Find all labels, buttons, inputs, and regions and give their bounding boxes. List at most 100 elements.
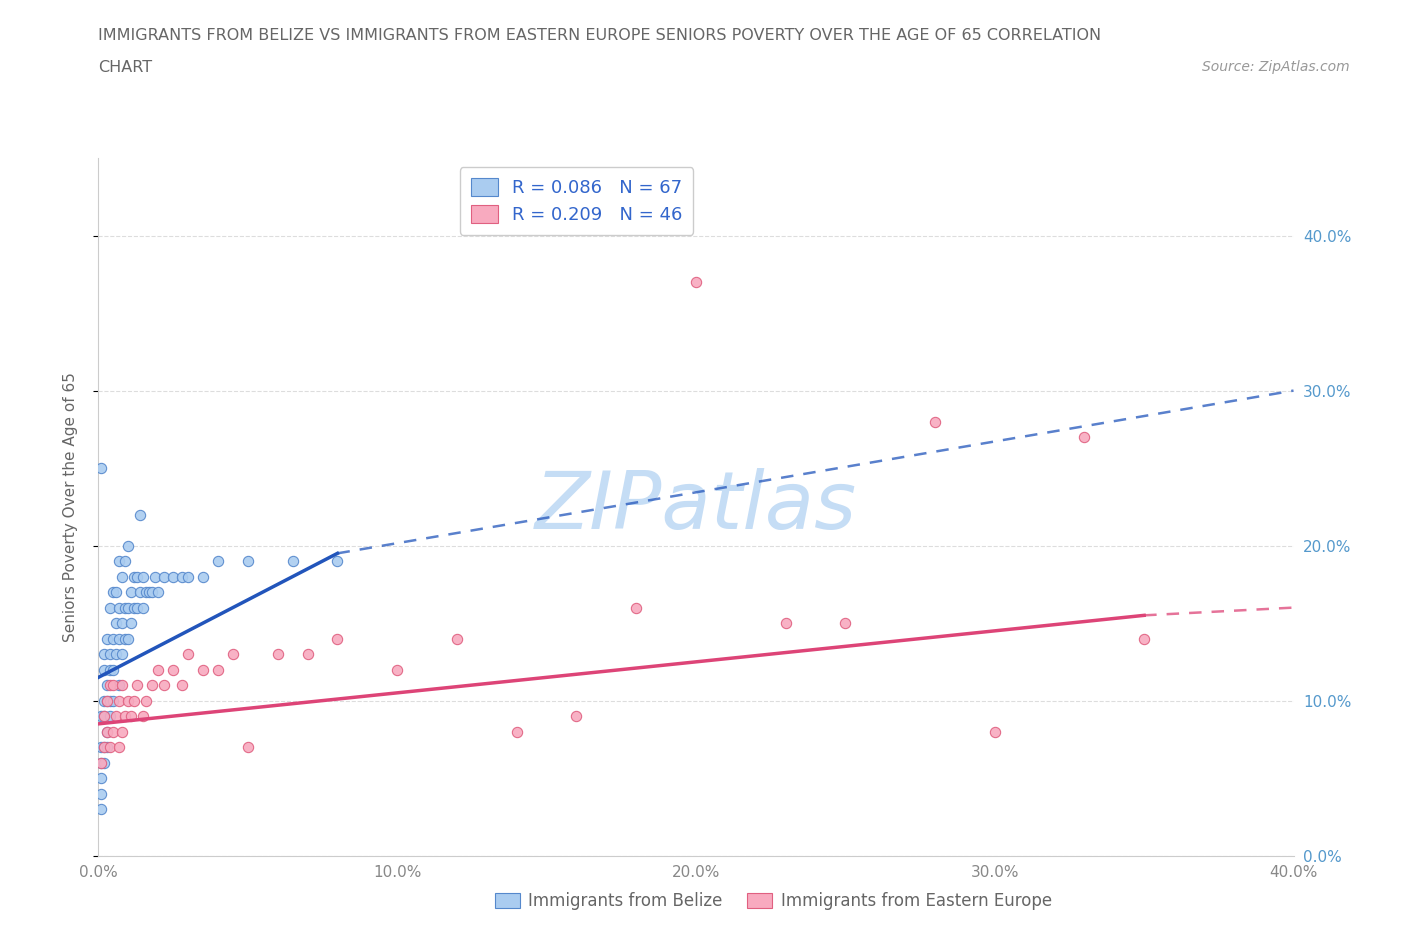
Point bbox=[506, 724, 529, 739]
Point bbox=[222, 646, 245, 661]
Point bbox=[565, 709, 588, 724]
Point bbox=[103, 585, 125, 600]
Point bbox=[103, 662, 125, 677]
Point bbox=[108, 600, 131, 615]
Text: ZIPatlas: ZIPatlas bbox=[534, 468, 858, 546]
Point bbox=[90, 709, 112, 724]
Point bbox=[96, 693, 118, 708]
Text: Source: ZipAtlas.com: Source: ZipAtlas.com bbox=[1202, 60, 1350, 74]
Point bbox=[111, 646, 134, 661]
Point bbox=[834, 616, 856, 631]
Point bbox=[120, 709, 142, 724]
Point bbox=[236, 739, 259, 754]
Point bbox=[326, 553, 349, 568]
Point bbox=[103, 724, 125, 739]
Point bbox=[141, 678, 163, 693]
Point bbox=[96, 693, 118, 708]
Point bbox=[117, 538, 139, 553]
Point bbox=[117, 693, 139, 708]
Point bbox=[96, 724, 118, 739]
Point bbox=[129, 507, 152, 522]
Point bbox=[127, 678, 149, 693]
Point bbox=[108, 678, 131, 693]
Point bbox=[90, 460, 112, 475]
Point bbox=[93, 709, 115, 724]
Point bbox=[132, 709, 155, 724]
Point bbox=[172, 678, 194, 693]
Point bbox=[267, 646, 290, 661]
Point bbox=[100, 709, 122, 724]
Point bbox=[117, 600, 139, 615]
Point bbox=[108, 739, 131, 754]
Point bbox=[297, 646, 319, 661]
Point bbox=[96, 678, 118, 693]
Point bbox=[281, 553, 304, 568]
Point bbox=[685, 274, 707, 289]
Point bbox=[1073, 430, 1095, 445]
Point bbox=[105, 709, 128, 724]
Point bbox=[108, 693, 131, 708]
Point bbox=[100, 678, 122, 693]
Y-axis label: Seniors Poverty Over the Age of 65: Seniors Poverty Over the Age of 65 bbox=[63, 372, 77, 642]
Point bbox=[105, 585, 128, 600]
Point bbox=[93, 646, 115, 661]
Point bbox=[105, 646, 128, 661]
Point bbox=[93, 709, 115, 724]
Point bbox=[96, 739, 118, 754]
Point bbox=[626, 600, 648, 615]
Point bbox=[100, 662, 122, 677]
Point bbox=[148, 585, 170, 600]
Point bbox=[141, 585, 163, 600]
Legend: Immigrants from Belize, Immigrants from Eastern Europe: Immigrants from Belize, Immigrants from … bbox=[488, 885, 1059, 917]
Text: IMMIGRANTS FROM BELIZE VS IMMIGRANTS FROM EASTERN EUROPE SENIORS POVERTY OVER TH: IMMIGRANTS FROM BELIZE VS IMMIGRANTS FRO… bbox=[98, 28, 1101, 43]
Point bbox=[191, 662, 214, 677]
Point bbox=[100, 646, 122, 661]
Point bbox=[103, 693, 125, 708]
Point bbox=[114, 600, 136, 615]
Point bbox=[96, 724, 118, 739]
Point bbox=[111, 678, 134, 693]
Point bbox=[924, 414, 946, 429]
Point bbox=[326, 631, 349, 646]
Point bbox=[177, 569, 200, 584]
Point bbox=[207, 553, 229, 568]
Point bbox=[90, 755, 112, 770]
Point bbox=[127, 569, 149, 584]
Point bbox=[111, 724, 134, 739]
Point bbox=[207, 662, 229, 677]
Point bbox=[100, 693, 122, 708]
Point bbox=[148, 662, 170, 677]
Point bbox=[124, 569, 146, 584]
Point bbox=[132, 569, 155, 584]
Point bbox=[93, 755, 115, 770]
Point bbox=[93, 739, 115, 754]
Point bbox=[103, 678, 125, 693]
Point bbox=[117, 631, 139, 646]
Point bbox=[132, 600, 155, 615]
Point bbox=[984, 724, 1007, 739]
Point bbox=[138, 585, 160, 600]
Legend: R = 0.086   N = 67, R = 0.209   N = 46: R = 0.086 N = 67, R = 0.209 N = 46 bbox=[460, 167, 693, 234]
Point bbox=[191, 569, 214, 584]
Point bbox=[129, 585, 152, 600]
Point bbox=[143, 569, 166, 584]
Point bbox=[153, 678, 176, 693]
Point bbox=[90, 739, 112, 754]
Point bbox=[108, 631, 131, 646]
Point bbox=[114, 631, 136, 646]
Point bbox=[90, 786, 112, 801]
Point bbox=[100, 739, 122, 754]
Point bbox=[775, 616, 797, 631]
Point bbox=[114, 553, 136, 568]
Point bbox=[135, 693, 157, 708]
Point bbox=[172, 569, 194, 584]
Point bbox=[114, 709, 136, 724]
Point bbox=[120, 616, 142, 631]
Point bbox=[93, 662, 115, 677]
Point bbox=[111, 616, 134, 631]
Point bbox=[236, 553, 259, 568]
Point bbox=[105, 616, 128, 631]
Point bbox=[103, 631, 125, 646]
Point bbox=[153, 569, 176, 584]
Text: CHART: CHART bbox=[98, 60, 152, 75]
